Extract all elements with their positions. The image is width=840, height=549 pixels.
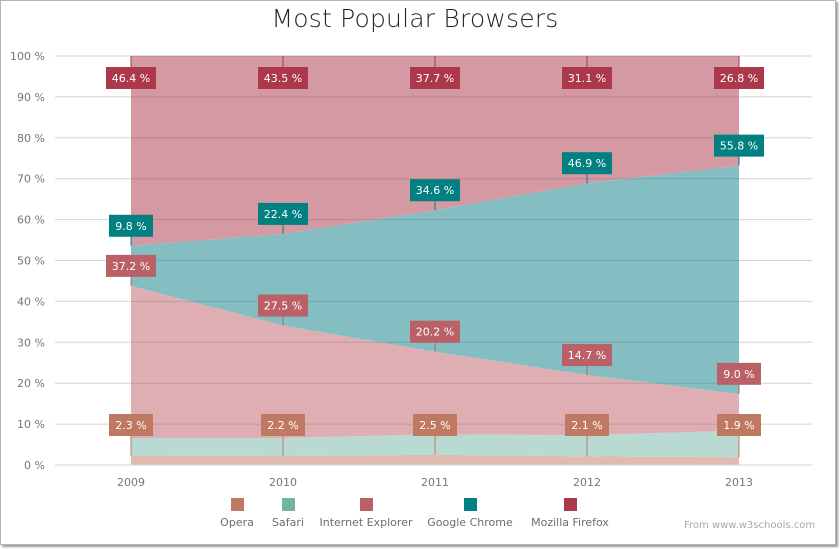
x-tick-label: 2010 [269, 476, 297, 489]
chart-title: Most Popular Browsers [271, 4, 559, 33]
area-internet-explorer[interactable] [131, 285, 739, 439]
chart-legend: Opera Safari Internet Explorer Google Chrom… [0, 498, 840, 532]
legend-label: Opera [220, 516, 254, 529]
data-label: 43.5 % [264, 72, 302, 85]
data-label: 20.2 % [416, 326, 454, 339]
data-label-box [258, 67, 308, 89]
x-tick-label: 2012 [573, 476, 601, 489]
data-label: 46.9 % [568, 157, 606, 170]
data-label: 14.7 % [568, 349, 606, 362]
area-mozilla-firefox[interactable] [131, 56, 739, 246]
x-tick-label: 2013 [725, 476, 753, 489]
data-label: 26.8 % [720, 72, 758, 85]
y-tick-label: 20 % [17, 377, 45, 390]
area-opera[interactable] [131, 454, 739, 465]
y-tick-label: 40 % [17, 295, 45, 308]
data-label: 31.1 % [568, 72, 606, 85]
source-credit: From www.w3schools.com [684, 520, 816, 531]
y-tick-label: 90 % [17, 91, 45, 104]
legend-item-mozilla-firefox[interactable]: Mozilla Firefox [510, 498, 630, 529]
data-label: 1.9 % [723, 419, 754, 432]
data-label: 22.4 % [264, 208, 302, 221]
data-label-box [410, 320, 460, 343]
x-tick-label: 2011 [421, 476, 449, 489]
data-label: 2.5 % [419, 419, 450, 432]
data-label-box [109, 214, 153, 237]
legend-label: Google Chrome [427, 516, 513, 529]
data-label-box [717, 414, 761, 436]
data-label: 2.3 % [115, 419, 146, 432]
legend-swatch-icon [281, 498, 295, 511]
data-label-box [562, 152, 612, 175]
legend-swatch-icon [359, 498, 373, 511]
data-label-box [106, 254, 156, 277]
y-tick-label: 60 % [17, 214, 45, 227]
data-label-box [562, 67, 612, 89]
y-tick-label: 50 % [17, 255, 45, 268]
legend-item-google-chrome[interactable]: Google Chrome [410, 498, 530, 529]
data-label: 9.8 % [115, 220, 146, 233]
y-tick-label: 10 % [17, 418, 45, 431]
y-tick-label: 80 % [17, 132, 45, 145]
data-label: 34.6 % [416, 184, 454, 197]
data-label-box [717, 362, 761, 385]
data-label: 27.5 % [264, 300, 302, 313]
y-tick-label: 100 % [10, 50, 45, 63]
data-label-box [106, 67, 156, 89]
data-label: 37.2 % [112, 260, 150, 273]
legend-item-internet-explorer[interactable]: Internet Explorer [306, 498, 426, 529]
legend-swatch-icon [563, 498, 577, 511]
y-tick-label: 70 % [17, 173, 45, 186]
data-label: 2.2 % [267, 419, 298, 432]
data-label-box [258, 294, 308, 317]
data-label-box [714, 67, 764, 89]
legend-label: Internet Explorer [319, 516, 413, 529]
data-label: 37.7 % [416, 72, 454, 85]
data-label-box [258, 202, 308, 225]
legend-item-safari[interactable]: Safari [228, 498, 348, 529]
data-label: 2.1 % [571, 419, 602, 432]
y-tick-label: 30 % [17, 336, 45, 349]
data-label: 46.4 % [112, 72, 150, 85]
data-label-box [562, 344, 612, 367]
data-label-box [714, 134, 764, 157]
legend-swatch-icon [463, 498, 477, 511]
data-label-box [410, 67, 460, 89]
data-label-box [410, 179, 460, 202]
data-label-box [565, 414, 609, 436]
x-tick-label: 2009 [117, 476, 145, 489]
data-label-box [413, 414, 457, 436]
legend-swatch-icon [230, 498, 244, 511]
data-label: 9.0 % [723, 368, 754, 381]
data-label-box [261, 414, 305, 436]
data-label-box [109, 414, 153, 436]
area-google-chrome[interactable] [131, 165, 739, 394]
data-label: 55.8 % [720, 140, 758, 153]
legend-item-opera[interactable]: Opera [177, 498, 297, 529]
y-tick-label: 0 % [24, 459, 45, 472]
legend-label: Mozilla Firefox [531, 516, 609, 529]
legend-label: Safari [272, 516, 304, 529]
